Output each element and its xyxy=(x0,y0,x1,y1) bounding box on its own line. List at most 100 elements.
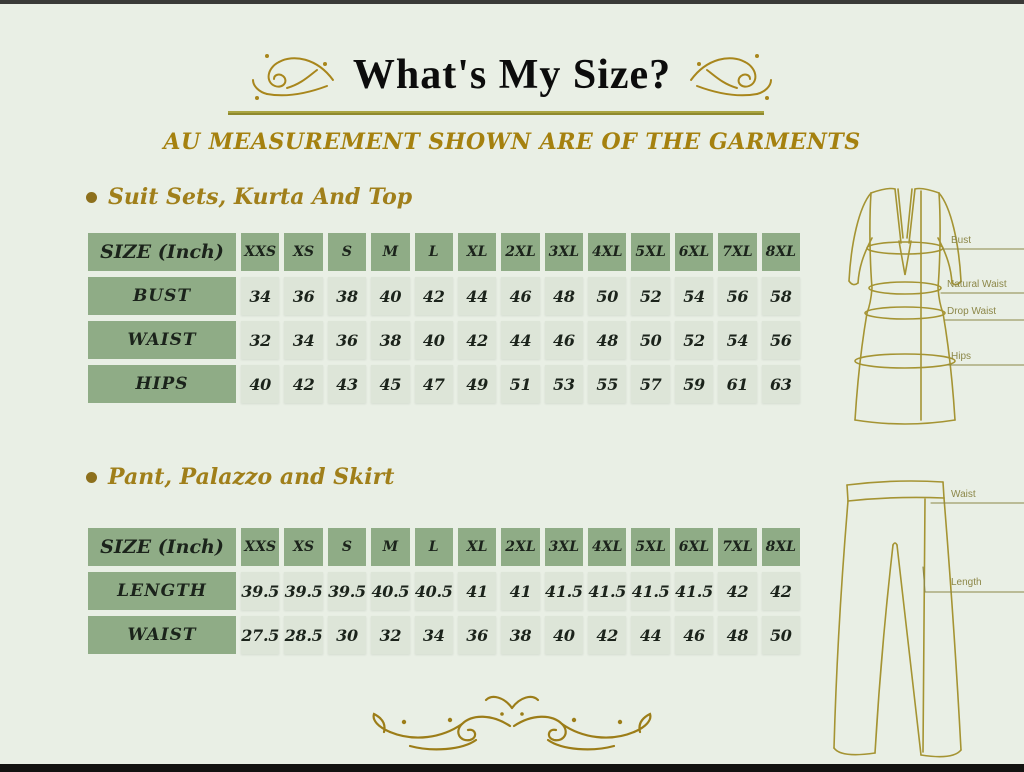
size-value-cell: 46 xyxy=(544,321,584,359)
size-value-cell: 52 xyxy=(631,277,670,315)
flourish-left-icon xyxy=(251,54,334,100)
footer-ornament-icon xyxy=(372,695,652,751)
size-value-cell: 50 xyxy=(761,616,800,654)
size-value-cell: 41.5 xyxy=(631,572,670,610)
size-value-cell: 46 xyxy=(674,616,714,654)
hips-label: Hips xyxy=(951,351,971,362)
size-column-header: 8XL xyxy=(761,233,800,271)
suits-size-table: SIZE (Inch) XXS XS S M L XL 2XL 3XL 4XL 5XL 6XL 7XL 8… xyxy=(88,233,800,403)
size-value-cell: 54 xyxy=(718,321,757,359)
size-value-cell: 40.5 xyxy=(414,572,453,610)
size-unit-header: SIZE (Inch) xyxy=(88,528,236,566)
size-value-cell: 27.5 xyxy=(241,616,279,654)
size-column-header: 7XL xyxy=(718,528,757,566)
size-value-cell: 38 xyxy=(501,616,540,654)
section-heading-pants: Pant, Palazzo and Skirt xyxy=(86,464,394,490)
size-value-cell: 41 xyxy=(457,572,497,610)
size-value-cell: 47 xyxy=(414,365,453,403)
size-value-cell: 38 xyxy=(327,277,367,315)
waist-label: Waist xyxy=(951,489,976,500)
size-column-header: L xyxy=(414,233,453,271)
size-column-header: XS xyxy=(284,528,323,566)
pants-size-table: SIZE (Inch) XXS XS S M L XL 2XL 3XL 4XL 5XL 6XL 7XL 8… xyxy=(88,528,800,654)
bottom-border xyxy=(0,764,1024,772)
size-value-cell: 55 xyxy=(588,365,627,403)
measurement-row-label: BUST xyxy=(88,277,236,315)
size-column-header: S xyxy=(327,233,367,271)
drop-waist-label: Drop Waist xyxy=(947,306,996,317)
size-column-header: L xyxy=(414,528,453,566)
size-value-cell: 42 xyxy=(761,572,800,610)
size-column-header: 3XL xyxy=(544,233,584,271)
size-value-cell: 34 xyxy=(241,277,280,315)
size-value-cell: 40 xyxy=(371,277,410,315)
size-value-cell: 54 xyxy=(674,277,714,315)
size-value-cell: 50 xyxy=(631,321,670,359)
size-value-cell: 44 xyxy=(631,616,670,654)
size-column-header: XS xyxy=(284,233,323,271)
size-value-cell: 42 xyxy=(284,365,323,403)
size-unit-header: SIZE (Inch) xyxy=(88,233,236,271)
size-value-cell: 45 xyxy=(371,365,410,403)
size-value-cell: 30 xyxy=(327,616,367,654)
palazzo-pant-diagram: Waist Length xyxy=(833,480,1024,758)
size-value-cell: 42 xyxy=(457,321,497,359)
size-value-cell: 40.5 xyxy=(371,572,410,610)
size-column-header: 8XL xyxy=(761,528,800,566)
size-value-cell: 38 xyxy=(371,321,410,359)
section-heading-label: Pant, Palazzo and Skirt xyxy=(108,464,395,490)
size-column-header: 7XL xyxy=(718,233,757,271)
size-value-cell: 36 xyxy=(284,277,323,315)
size-value-cell: 40 xyxy=(544,616,584,654)
size-value-cell: 41.5 xyxy=(674,572,713,610)
size-value-cell: 50 xyxy=(588,277,627,315)
section-heading-suits: Suit Sets, Kurta And Top xyxy=(86,184,412,210)
size-column-header: 3XL xyxy=(544,528,584,566)
size-value-cell: 49 xyxy=(457,365,497,403)
size-value-cell: 40 xyxy=(241,365,280,403)
title-row: What's My Size? xyxy=(0,46,1024,104)
size-value-cell: 39.5 xyxy=(241,572,279,610)
size-value-cell: 59 xyxy=(674,365,714,403)
size-column-header: 5XL xyxy=(631,233,670,271)
bullet-icon xyxy=(86,191,97,203)
size-value-cell: 39.5 xyxy=(284,572,323,610)
size-value-cell: 42 xyxy=(718,572,757,610)
kurta-top-diagram: Bust Natural Waist Drop Waist Hips xyxy=(848,187,1024,425)
size-column-header: XL xyxy=(457,233,497,271)
size-column-header: 4XL xyxy=(588,233,627,271)
size-value-cell: 56 xyxy=(718,277,757,315)
size-value-cell: 32 xyxy=(241,321,280,359)
size-value-cell: 34 xyxy=(284,321,323,359)
size-value-cell: 40 xyxy=(414,321,453,359)
size-column-header: XL xyxy=(457,528,497,566)
size-value-cell: 41.5 xyxy=(588,572,627,610)
size-value-cell: 53 xyxy=(544,365,584,403)
size-column-header: S xyxy=(327,528,367,566)
size-column-header: XXS xyxy=(241,233,280,271)
bullet-icon xyxy=(86,471,97,483)
size-value-cell: 42 xyxy=(588,616,627,654)
measurement-row-label: WAIST xyxy=(88,616,236,654)
size-column-header: 4XL xyxy=(588,528,627,566)
size-column-header: M xyxy=(371,528,410,566)
measurement-row-label: HIPS xyxy=(88,365,236,403)
size-column-header: 5XL xyxy=(631,528,670,566)
size-value-cell: 36 xyxy=(327,321,367,359)
top-border xyxy=(0,0,1024,4)
bust-label: Bust xyxy=(951,235,971,246)
measurement-row-label: LENGTH xyxy=(88,572,236,610)
size-column-header: XXS xyxy=(241,528,280,566)
flourish-right-icon xyxy=(690,54,773,100)
size-value-cell: 42 xyxy=(414,277,453,315)
size-column-header: 2XL xyxy=(501,528,540,566)
size-value-cell: 44 xyxy=(501,321,540,359)
size-value-cell: 51 xyxy=(501,365,540,403)
size-value-cell: 46 xyxy=(501,277,540,315)
size-value-cell: 48 xyxy=(718,616,757,654)
section-heading-label: Suit Sets, Kurta And Top xyxy=(108,184,413,210)
size-value-cell: 63 xyxy=(761,365,800,403)
size-value-cell: 48 xyxy=(588,321,627,359)
size-value-cell: 36 xyxy=(457,616,497,654)
